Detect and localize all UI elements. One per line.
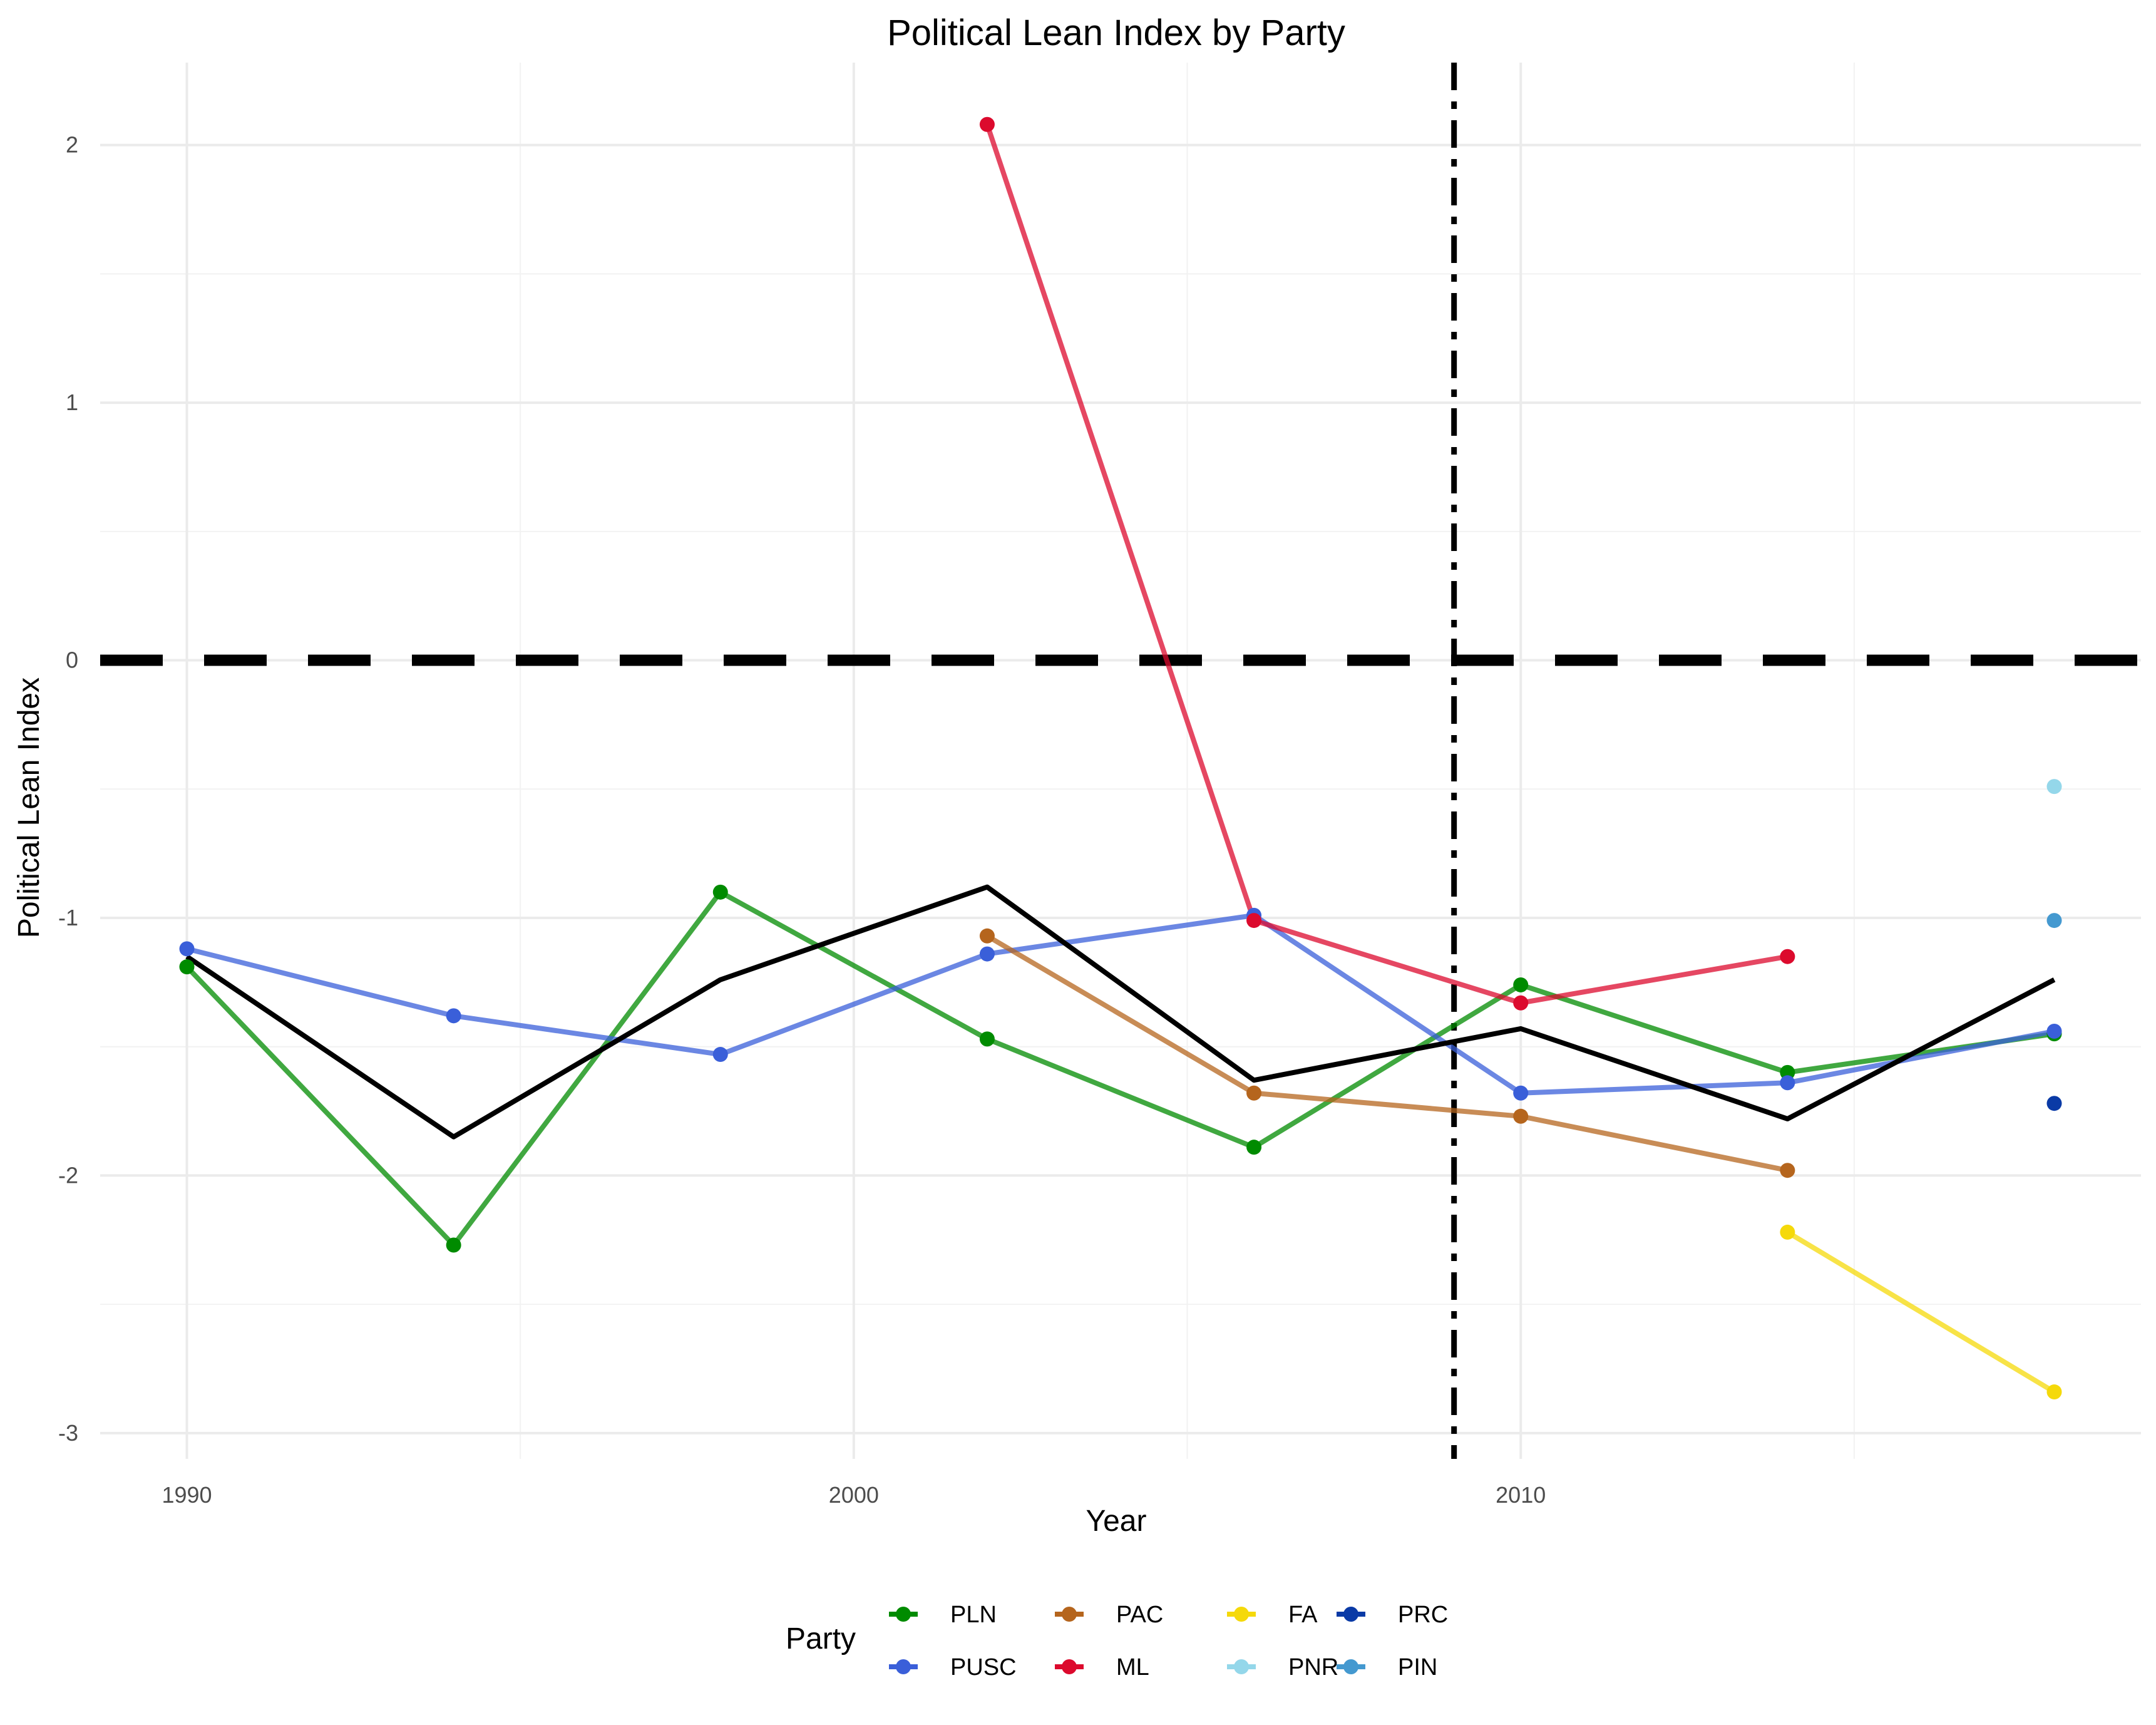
y-tick-label: 0 [66,647,78,673]
data-point-pln [179,959,195,975]
legend: Party PLN PUSC PAC ML FA PNR PRC PIN [786,1602,1448,1681]
y-tick-label: -1 [58,905,78,930]
data-point-pln [446,1237,461,1253]
x-tick-label: 1990 [162,1482,212,1508]
series-line-fa [1786,1230,2056,1394]
data-point-ml [1780,949,1795,964]
data-point-fa [1780,1224,1795,1240]
data-point-pln [712,884,728,900]
data-point-pac [1246,1085,1262,1101]
reference-lines [100,63,2141,1459]
data-point-pusc [1780,1075,1795,1091]
legend-key-point-pnr [1234,1659,1249,1674]
data-point-pin [2046,913,2062,929]
series-line-pusc [186,912,2055,1096]
data-point-pusc [179,941,195,957]
data-point-pln [1513,977,1529,992]
series-line-ml [985,123,1789,1006]
legend-key-point-ml [1062,1659,1077,1674]
legend-label-ml: ML [1116,1654,1149,1681]
series-line-pln [185,889,2055,1248]
legend-title: Party [786,1622,856,1655]
data-point-ml [1246,913,1262,929]
legend-key-point-pusc [896,1659,911,1674]
legend-label-prc: PRC [1398,1602,1448,1628]
grid [100,63,2141,1459]
average-line [185,884,2056,1140]
y-tick-label: -3 [58,1420,78,1446]
data-point-pac [1513,1108,1529,1124]
legend-label-fa: FA [1288,1602,1318,1628]
data-point-pln [1780,1064,1795,1080]
y-tick-label: -2 [58,1162,78,1188]
y-axis-title: Political Lean Index [13,677,46,938]
data-point-pac [979,928,995,944]
data-point-pln [979,1031,995,1047]
y-tick-label: 1 [66,389,78,415]
data-point-pusc [979,946,995,962]
legend-key-point-pln [896,1607,911,1622]
legend-label-pnr: PNR [1288,1654,1338,1681]
data-point-pusc [2046,1024,2062,1039]
data-point-pusc [1513,1085,1529,1101]
chart-title: Political Lean Index by Party [887,13,1345,53]
data-point-pusc [712,1047,728,1063]
data-point-pac [1780,1163,1795,1178]
data-point-pln [1246,1140,1262,1155]
legend-label-pln: PLN [950,1602,997,1628]
data-point-ml [979,116,995,132]
data-point-pnr [2046,779,2062,795]
data-series [179,116,2062,1400]
legend-label-pin: PIN [1398,1654,1437,1681]
data-point-ml [1513,995,1529,1011]
data-point-pusc [446,1008,461,1024]
x-axis-title: Year [1086,1505,1147,1538]
legend-key-point-fa [1234,1607,1249,1622]
x-tick-label: 2010 [1496,1482,1546,1508]
legend-key-point-pac [1062,1607,1077,1622]
data-point-prc [2046,1096,2062,1111]
legend-label-pusc: PUSC [950,1654,1017,1681]
x-tick-label: 2000 [829,1482,879,1508]
legend-key-point-prc [1343,1607,1358,1622]
legend-label-pac: PAC [1116,1602,1163,1628]
legend-key-point-pin [1343,1659,1358,1674]
y-tick-label: 2 [66,132,78,158]
tick-labels: -3 -2 -1 0 1 2 1990 2000 2010 [58,132,1546,1508]
series-line-pac [985,934,1789,1173]
data-point-fa [2046,1384,2062,1400]
